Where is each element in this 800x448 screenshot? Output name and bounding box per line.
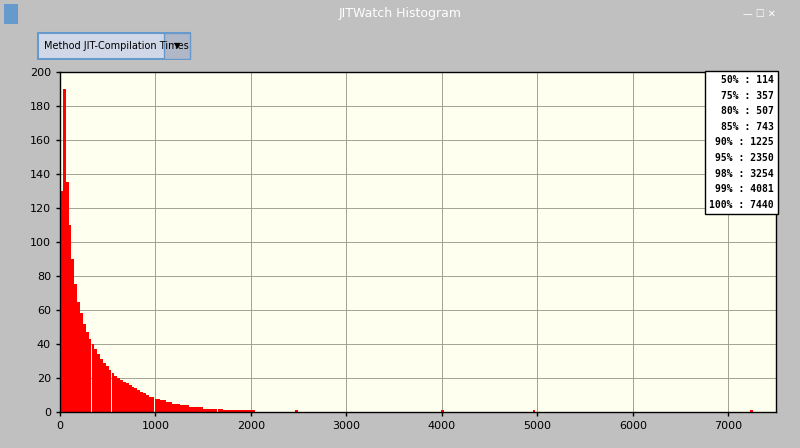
Bar [123,382,126,412]
Bar [533,410,535,412]
Bar [120,380,123,412]
Bar [83,323,86,412]
Bar [172,404,174,412]
Bar [166,402,169,412]
Text: Method JIT-Compilation Times: Method JIT-Compilation Times [44,41,189,51]
Bar [129,385,131,412]
Bar [223,410,226,412]
Bar [132,387,134,412]
Bar [143,393,146,412]
Bar [232,410,234,412]
Bar [214,409,218,412]
Bar [154,399,158,412]
Bar [192,407,194,412]
Bar [94,349,97,412]
Bar [66,182,69,412]
Bar [229,410,232,412]
Bar [218,409,220,412]
Bar [234,410,238,412]
Bar [750,410,753,412]
Bar [98,354,100,412]
Bar [252,410,254,412]
Bar [198,407,200,412]
Bar [146,395,149,412]
Bar [63,89,66,412]
Bar [114,376,118,412]
Bar [180,405,183,412]
Bar [183,405,186,412]
Bar [226,410,229,412]
Bar [86,332,89,412]
Bar [186,405,189,412]
Bar [169,402,172,412]
Bar [69,225,71,412]
Text: 50% : 114
75% : 357
80% : 507
85% : 743
90% : 1225
95% : 2350
98% : 3254
99% : 4: 50% : 114 75% : 357 80% : 507 85% : 743 … [710,75,774,210]
Bar [249,410,252,412]
Bar [80,314,83,412]
Bar [152,397,154,412]
FancyBboxPatch shape [38,33,190,59]
Bar [118,378,120,412]
Bar [60,191,63,412]
Bar [91,344,94,412]
Text: — ☐ ✕: — ☐ ✕ [743,9,776,19]
Bar [106,366,109,412]
Bar [238,410,240,412]
Bar [212,409,214,412]
Bar [103,363,106,412]
Bar [243,410,246,412]
Bar [174,404,178,412]
Bar [158,399,160,412]
Bar [100,359,103,412]
Bar [111,373,114,412]
Bar [189,407,192,412]
Text: ▼: ▼ [174,41,181,51]
Bar [163,400,166,412]
Bar [203,409,206,412]
Bar [160,400,163,412]
Bar [178,404,180,412]
Bar [138,390,140,412]
Bar [89,339,91,412]
Bar [241,410,243,412]
Bar [149,397,151,412]
Bar [295,410,298,412]
Bar [220,409,223,412]
FancyBboxPatch shape [164,33,190,59]
Text: JITWatch Histogram: JITWatch Histogram [338,7,462,21]
Bar [134,388,138,412]
Bar [4,4,18,24]
Bar [194,407,198,412]
Bar [441,410,444,412]
Bar [126,383,129,412]
Bar [140,392,143,412]
Bar [74,284,77,412]
Bar [77,302,80,412]
Bar [209,409,212,412]
Bar [71,259,74,412]
Bar [109,370,111,412]
Bar [200,407,203,412]
Bar [206,409,209,412]
Bar [246,410,249,412]
